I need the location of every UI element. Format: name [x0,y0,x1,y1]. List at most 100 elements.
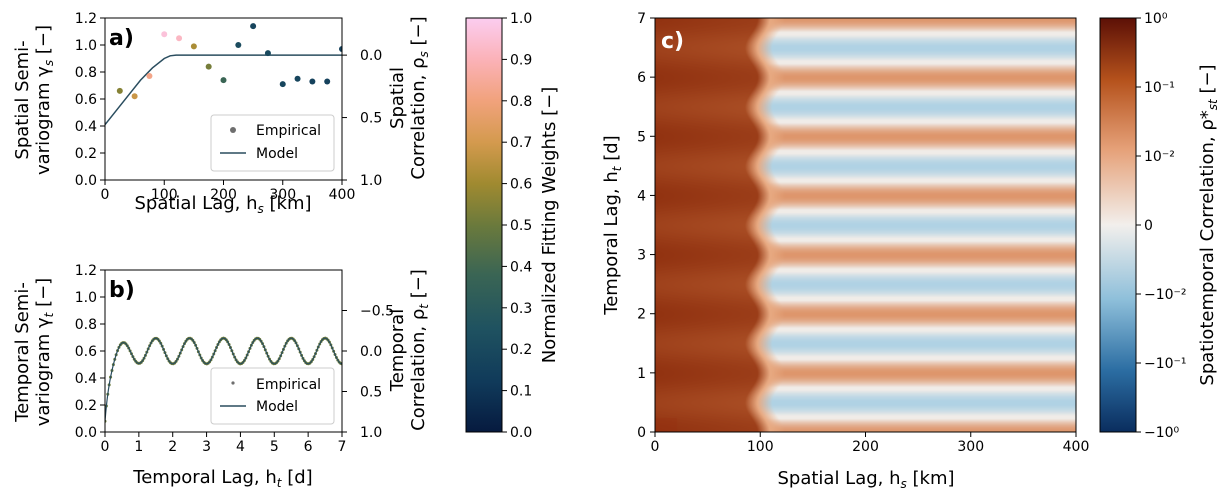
panel-a: 0 100 200 300 400 0.00.20.40.60.81.01.2 0.00… [12,11,431,216]
panel-b-y-tick-label: 0.2 [75,398,97,414]
panel-a-legend-model-label: Model [256,146,298,162]
weights-colorbar-tick-label: 0.3 [510,301,532,317]
panel-a-y2-ticks: 0.0 0.5 1.0 [342,48,382,189]
panel-a-empirical-point [250,23,257,30]
panel-b-legend-empirical-label: Empirical [256,377,321,393]
panel-a-empirical-point [279,81,286,88]
panel-a-y2-tick-label: 1.0 [360,173,382,189]
panel-a-legend-empirical-label: Empirical [256,123,321,139]
panel-b-y2-tick-label: 0.5 [360,385,382,401]
panel-b-x-tick-label: 7 [338,439,347,455]
correlation-colorbar-tick-label: −10⁻¹ [1144,356,1187,372]
correlation-colorbar-ticks: 10⁰ 10⁻¹ 10⁻² 0 −10⁻² −10⁻¹ −10⁰ [1136,11,1187,441]
panel-b-x-tick-label: 3 [202,439,211,455]
panel-b-legend: Empirical Model [210,367,335,425]
panel-a-legend-empirical-marker [230,127,236,133]
correlation-colorbar-tick-label: 0 [1144,218,1153,234]
panel-b-model-line [105,337,342,422]
panel-c-label: c) [661,29,684,54]
correlation-colorbar-gradient [1099,17,1137,433]
panel-c-x-tick-label: 100 [747,439,774,455]
panel-a-y2-tick-label: 0.0 [360,48,382,64]
weights-colorbar-label: Normalized Fitting Weights [−] [539,87,560,363]
panel-c-ylabel-group: Temporal Lag, ht [d] [601,135,624,315]
panel-a-x-tick-label: 300 [269,187,296,203]
panel-a-y-tick-label: 0.0 [75,173,97,189]
weights-colorbar-label-group: Normalized Fitting Weights [−] [539,87,560,363]
panel-b-ylabel: Temporal Semi- variogram γt [−] [12,278,56,426]
panel-b-y2-tick-label: 0.0 [360,344,382,360]
panel-a-x-ticks: 0 100 200 300 400 [101,180,355,203]
weights-colorbar-tick-label: 0.4 [510,259,532,275]
weights-colorbar-tick-label: 0.1 [510,384,532,400]
correlation-colorbar-tick-label: 10⁻¹ [1144,80,1175,96]
panel-a-marks [105,23,342,126]
panel-c-heatmap [655,18,1076,432]
panel-a-empirical-point [116,87,123,94]
panel-a-empirical-point [176,35,183,42]
panel-a-label: a) [109,26,134,51]
panel-c-xlabel: Spatial Lag, hs [km] [777,468,954,491]
panel-b-y2-tick-label: 1.0 [360,425,382,441]
panel-c-x-ticks: 0 100 200 300 400 [651,432,1090,455]
panel-c-y-tick-label: 4 [637,188,646,204]
correlation-colorbar-label-group: Spatiotemporal Correlation, ρ*st [−] [1197,64,1220,385]
panel-b-y-tick-label: 1.0 [75,290,97,306]
weights-colorbar-gradient [465,17,503,433]
panel-b-x-tick-label: 5 [270,439,279,455]
weights-colorbar-tick-label: 0.7 [510,135,532,151]
panel-c-y-tick-label: 2 [637,307,646,323]
panel-b-y-ticks: 0.0 0.2 0.4 0.6 0.8 1.0 1.2 [75,263,105,441]
panel-c-x-tick-label: 400 [1063,439,1090,455]
panel-a-xlabel: Spatial Lag, hs [km] [134,193,311,216]
panel-a-empirical-point [339,46,342,53]
panel-b-x-tick-label: 4 [236,439,245,455]
panel-b-x-tick-label: 0 [101,439,110,455]
panel-a-empirical-point [309,78,316,85]
panel-b-y2-tick-label: −0.5 [360,304,394,320]
panel-a-y2label-line2: Correlation, ρs [−] [408,16,431,179]
panel-c-y-tick-label: 3 [637,248,646,264]
panel-b-y2label: Temporal Correlation, ρt [−] [387,269,431,431]
panel-a-empirical-point [146,73,153,80]
panel-b-y-tick-label: 0.0 [75,425,97,441]
panel-b-x-tick-label: 2 [168,439,177,455]
panel-b-x-ticks: 0 1 2 3 4 5 6 7 [101,432,347,455]
panel-b-y2label-line1: Temporal [387,309,408,392]
panel-b-ylabel-line1: Temporal Semi- [12,282,33,423]
panel-a-x-tick-label: 100 [151,187,178,203]
panel-c-y-tick-label: 5 [637,129,646,145]
panel-b-legend-model-label: Model [256,399,298,415]
weights-colorbar: 0.0 0.1 0.2 0.3 0.4 0.5 0.6 0.7 0.8 0.9 1.0 Normal… [465,11,560,441]
correlation-colorbar-label: Spatiotemporal Correlation, ρ*st [−] [1197,64,1220,385]
panel-a-empirical-point [220,77,227,84]
panel-a-y-tick-label: 1.2 [75,11,97,27]
panel-a-y-tick-label: 0.2 [75,146,97,162]
panel-b-x-tick-label: 6 [304,439,313,455]
panel-b-y-tick-label: 0.4 [75,371,97,387]
panel-b-marks [105,336,342,423]
panel-b-y-tick-label: 0.8 [75,317,97,333]
weights-colorbar-tick-label: 0.5 [510,218,532,234]
panel-c-heatmap-host [655,18,1076,432]
weights-colorbar-tick-label: 1.0 [510,11,532,27]
panel-c-y-tick-label: 7 [637,11,646,27]
weights-colorbar-ticks: 0.0 0.1 0.2 0.3 0.4 0.5 0.6 0.7 0.8 0.9 1.0 [502,11,532,441]
correlation-colorbar-tick-label: 10⁰ [1144,11,1168,27]
panel-a-y2-tick-label: 0.5 [360,111,382,127]
panel-b-y-tick-label: 0.6 [75,344,97,360]
correlation-colorbar-tick-label: −10⁰ [1144,425,1180,441]
weights-colorbar-tick-label: 0.6 [510,177,532,193]
panel-a-empirical-point [205,63,212,70]
panel-a-y-tick-label: 0.4 [75,119,97,135]
panel-a-ylabel-line1: Spatial Semi- [12,40,33,159]
panel-b-legend-empirical-marker [231,381,235,385]
panel-a-y2label-line1: Spatial [387,67,408,129]
panel-b-legend-box [210,367,335,425]
panel-a-y-ticks: 0.0 0.2 0.4 0.6 0.8 1.0 1.2 [75,11,105,189]
correlation-colorbar-tick-label: 10⁻² [1144,149,1175,165]
panel-a-empirical-point [264,50,271,57]
panel-c-x-tick-label: 300 [957,439,984,455]
